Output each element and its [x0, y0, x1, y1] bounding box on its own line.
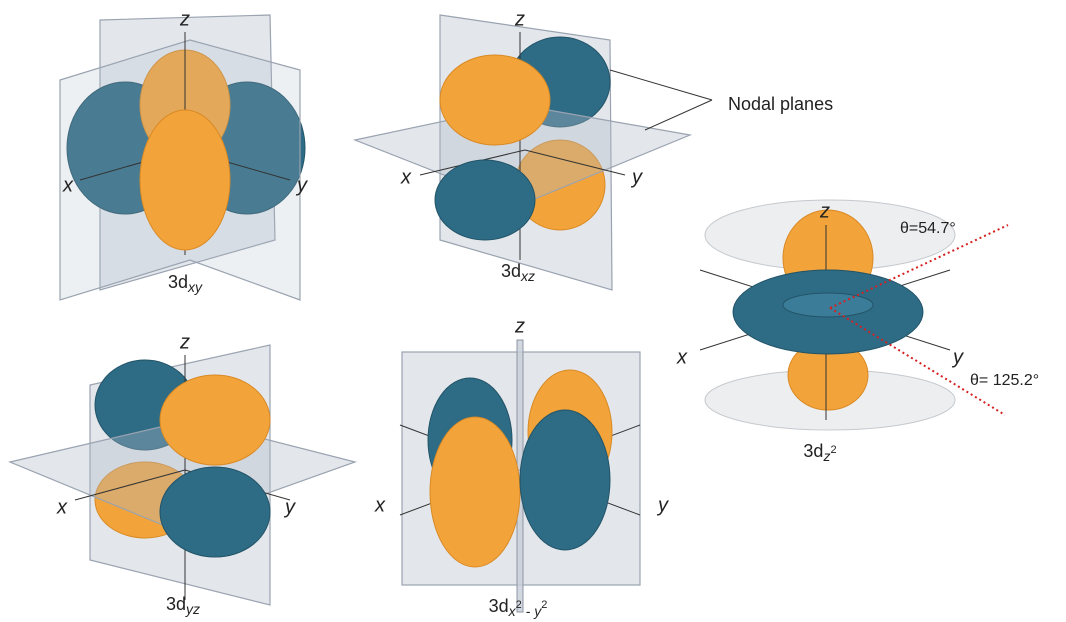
axis-label: x [676, 346, 688, 368]
axis-label: z [179, 8, 190, 30]
axis-label: x [62, 174, 74, 196]
label-part: yz [185, 601, 200, 617]
axis-label: z [514, 8, 525, 30]
label-part: 2 [541, 599, 547, 611]
label-part: xy [187, 279, 203, 295]
label-part: 3d [501, 261, 521, 281]
axis-label: z [179, 331, 190, 353]
label-part: z [822, 448, 830, 464]
label-part: 3d [489, 596, 509, 616]
label-part: 3d [166, 594, 186, 614]
axis-label: y [295, 174, 308, 196]
label-part: 2 [830, 444, 836, 456]
axis-label: y [656, 494, 669, 516]
orbital-diagram: Nodal planes θ=54.7° θ= 125.2° zxy3dxyzx… [0, 0, 1066, 622]
angle-label: θ= 125.2° [970, 372, 1039, 389]
axis-label: x [56, 496, 68, 518]
orbital-label: 3dyz [166, 594, 200, 617]
axis-label: y [283, 496, 296, 518]
orbital-dyz [10, 345, 355, 605]
orbital-dxz [355, 15, 712, 290]
axis-label: z [819, 200, 830, 222]
label-part: 3d [803, 441, 823, 461]
orbital-label: 3dx2 - y2 [489, 596, 548, 619]
angle-label: θ=54.7° [900, 220, 956, 237]
axis-label: y [630, 166, 643, 188]
orbital-dx2-y2 [400, 340, 640, 612]
callout-label: Nodal planes [728, 94, 833, 114]
orbital-dz2 [700, 200, 1008, 430]
axis-label: z [514, 315, 525, 337]
label-part: 3d [168, 272, 188, 292]
axis-label: x [400, 166, 412, 188]
label-part: xz [520, 268, 535, 284]
orbital-label: 3dz2 [803, 441, 836, 464]
label-part: - y [522, 603, 542, 619]
axis-label: y [951, 346, 964, 368]
axis-label: x [374, 494, 386, 516]
orbital-dxy [60, 15, 305, 300]
orbital-label: 3dxy [168, 272, 203, 295]
